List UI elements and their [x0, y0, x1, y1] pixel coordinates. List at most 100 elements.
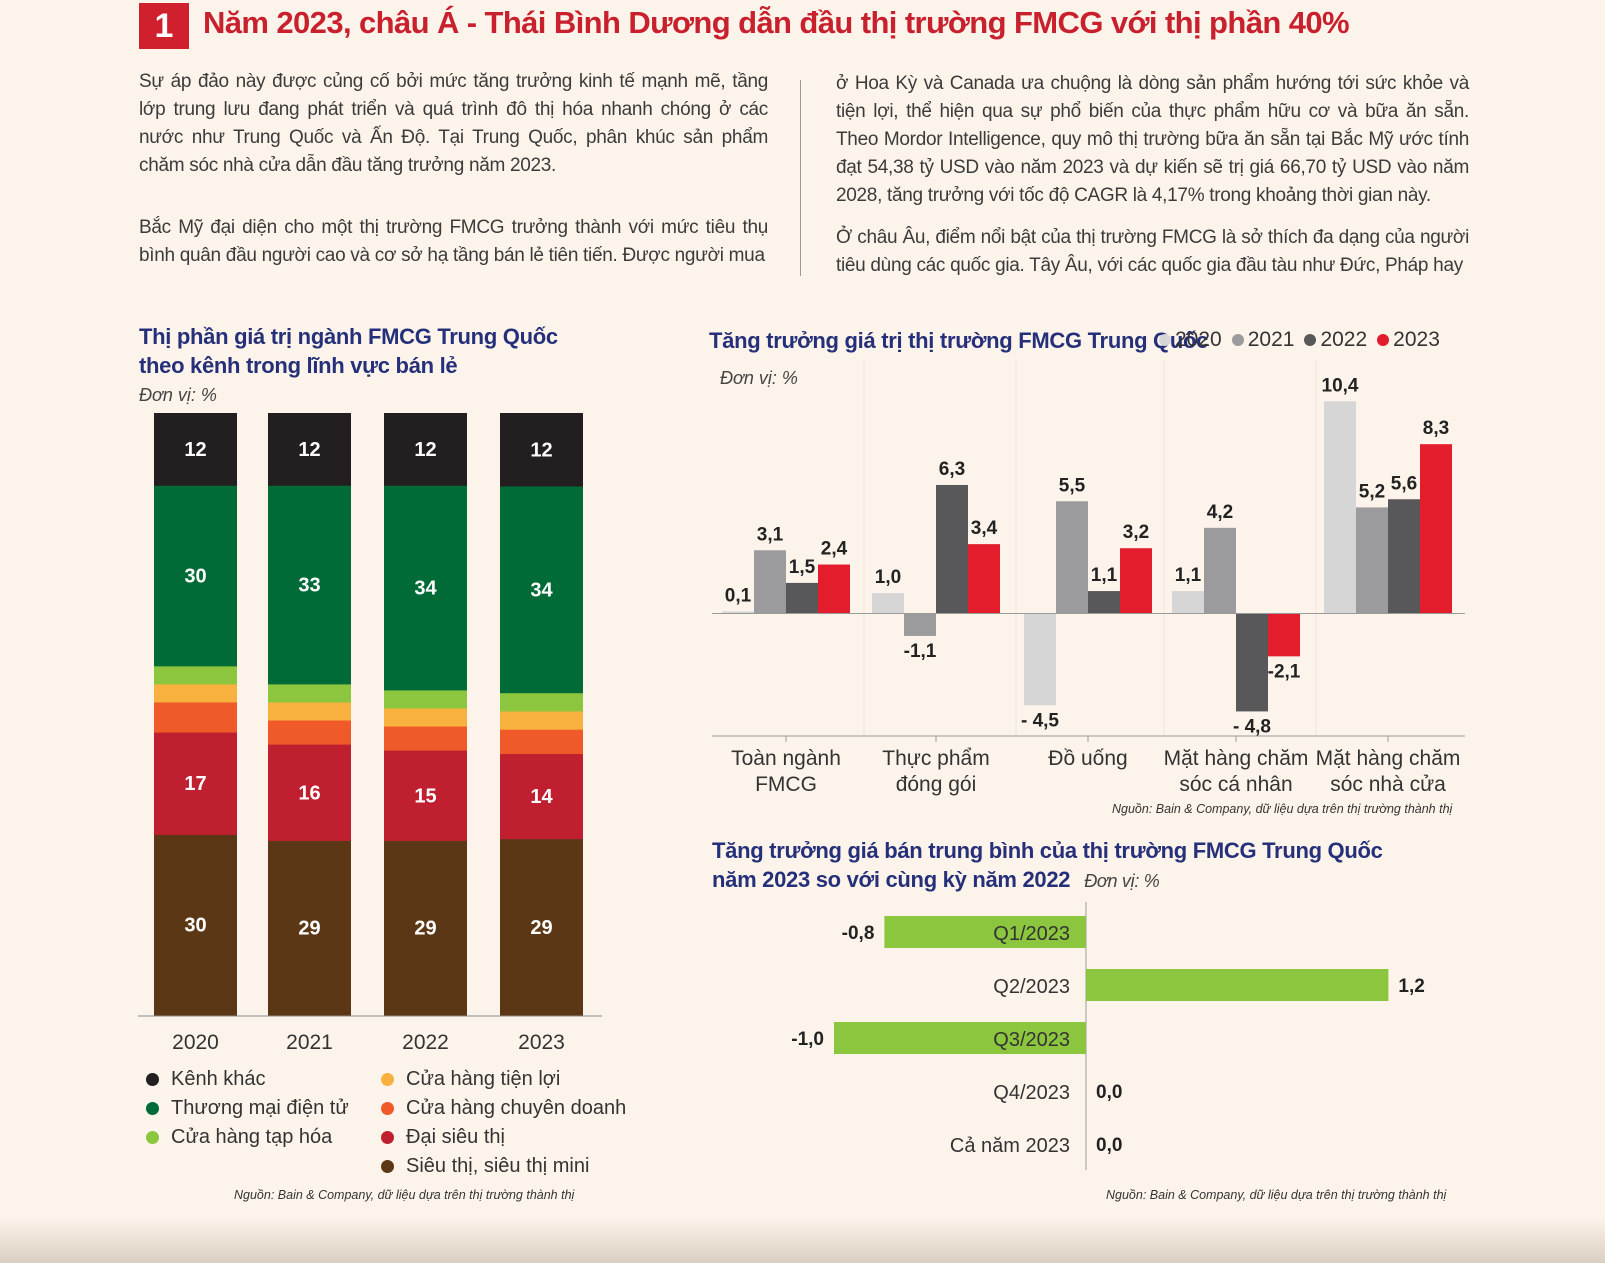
- legend-item: Cửa hàng chuyên doanh: [381, 1097, 626, 1120]
- x-tick-label: FMCG: [755, 773, 817, 796]
- legend-label: Cửa hàng tạp hóa: [171, 1126, 333, 1148]
- left-paragraph-1: Sự áp đảo này được củng cố bởi mức tăng …: [139, 71, 768, 176]
- data-label: 34: [530, 579, 553, 601]
- bar: [1172, 591, 1204, 614]
- category-label: Cả năm 2023: [950, 1135, 1070, 1157]
- data-label: 0,1: [725, 585, 752, 606]
- legend-swatch: [381, 1131, 394, 1144]
- legend-item: Siêu thị, siêu thị mini: [381, 1155, 589, 1178]
- bar: [904, 613, 936, 636]
- bar-segment: [384, 689, 467, 709]
- data-label: 12: [530, 439, 552, 461]
- bar: [936, 484, 968, 614]
- bar: [786, 582, 818, 614]
- data-label: 3,1: [757, 524, 784, 545]
- data-label: 12: [414, 439, 436, 461]
- data-label: 30: [184, 566, 206, 588]
- bar: [1024, 613, 1056, 706]
- bar-segment: [154, 701, 237, 733]
- legend-item: Thương mại điện tử: [146, 1097, 349, 1120]
- bar-segment: [500, 485, 583, 694]
- legend-item: 2020: [1159, 328, 1222, 352]
- data-label: 34: [414, 578, 437, 600]
- data-label: 8,3: [1423, 418, 1449, 439]
- bar: [1204, 527, 1236, 614]
- legend-label: Thương mại điện tử: [171, 1097, 349, 1119]
- chart3-source: Nguồn: Bain & Company, dữ liệu dựa trên …: [1106, 1188, 1447, 1202]
- data-label: 1,0: [875, 567, 901, 588]
- data-label: 15: [414, 785, 436, 807]
- data-label: 30: [184, 915, 206, 937]
- legend-swatch: [1231, 334, 1244, 346]
- legend-label: Siêu thị, siêu thị mini: [406, 1155, 590, 1177]
- chart2-source: Nguồn: Bain & Company, dữ liệu dựa trên …: [1112, 802, 1453, 816]
- bar-segment: [154, 683, 237, 703]
- legend-label: 2021: [1247, 328, 1295, 351]
- data-label: 29: [298, 918, 320, 940]
- chart3-title-line2: năm 2023 so với cùng kỳ năm 2022 Đơn vị:…: [712, 865, 1383, 896]
- chart1-title-line1: Thị phần giá trị ngành FMCG Trung Quốc: [139, 324, 558, 349]
- data-label: 0,0: [1096, 1135, 1122, 1156]
- legend-swatch: [146, 1073, 159, 1086]
- chart2-title: Tăng trưởng giá trị thị trường FMCG Trun…: [709, 328, 1209, 353]
- data-label: 17: [184, 773, 206, 795]
- data-label: 1,1: [1091, 565, 1118, 586]
- legend-item: Cửa hàng tạp hóa: [146, 1126, 332, 1149]
- data-label: 6,3: [939, 459, 965, 480]
- x-tick-label: Đồ uống: [1048, 747, 1127, 770]
- bar: [1088, 591, 1120, 614]
- category-label: Q2/2023: [993, 976, 1070, 998]
- bar: [722, 611, 754, 614]
- data-label: 16: [298, 782, 320, 804]
- bar: [872, 593, 904, 614]
- bar: [1356, 507, 1388, 614]
- legend-label: 2022: [1320, 328, 1368, 351]
- data-label: 29: [414, 918, 436, 940]
- right-paragraph-2: Ở châu Âu, điểm nổi bật của thị trường F…: [836, 227, 1469, 276]
- left-paragraph-2: Bắc Mỹ đại diện cho một thị trường FMCG …: [139, 217, 768, 266]
- data-label: 3,4: [971, 518, 998, 539]
- legend-item: Kênh khác: [146, 1068, 266, 1091]
- data-label: -1,0: [791, 1029, 824, 1050]
- legend-label: 2023: [1393, 328, 1440, 351]
- x-tick-label: Toàn ngành: [731, 747, 841, 770]
- data-label: 12: [298, 439, 320, 461]
- data-label: 33: [298, 575, 320, 597]
- bar: [1056, 501, 1088, 614]
- bar: [1086, 969, 1389, 1001]
- chart2-legend: 2020 2021 2022 2023: [1159, 328, 1450, 352]
- bar-segment: [268, 485, 351, 685]
- legend-swatch: [1377, 334, 1390, 346]
- bar-segment: [384, 840, 467, 1016]
- bar-segment: [154, 413, 237, 486]
- x-tick-label: sóc cá nhân: [1179, 773, 1292, 796]
- bar-segment: [500, 413, 583, 487]
- bar-segment: [500, 753, 583, 840]
- bar: [818, 564, 850, 614]
- bar-segment: [154, 834, 237, 1016]
- bar-segment: [268, 720, 351, 745]
- bar-segment: [268, 840, 351, 1016]
- data-label: 29: [530, 917, 552, 939]
- x-tick-label: 2021: [286, 1031, 333, 1054]
- bar: [1388, 499, 1420, 614]
- bar-segment: [268, 683, 351, 703]
- data-label: 3,2: [1123, 522, 1149, 543]
- chart3-unit: Đơn vị: %: [1084, 871, 1160, 891]
- bar: [1324, 401, 1356, 614]
- chart1-title-line2: theo kênh trong lĩnh vực bán lẻ: [139, 353, 458, 378]
- x-tick-label: 2023: [518, 1031, 565, 1054]
- page-title: Năm 2023, châu Á - Thái Bình Dương dẫn đ…: [203, 5, 1350, 40]
- column-divider: [800, 80, 801, 276]
- bar: [754, 550, 786, 614]
- x-tick-label: đóng gói: [896, 773, 977, 796]
- x-tick-label: Mặt hàng chăm: [1164, 747, 1309, 770]
- bar-segment: [268, 744, 351, 841]
- bar: [1236, 613, 1268, 712]
- legend-swatch: [1159, 334, 1171, 346]
- legend-swatch: [146, 1131, 159, 1144]
- bar-segment: [268, 701, 351, 721]
- chart1-source: Nguồn: Bain & Company, dữ liệu dựa trên …: [234, 1188, 575, 1202]
- bar: [1120, 548, 1152, 614]
